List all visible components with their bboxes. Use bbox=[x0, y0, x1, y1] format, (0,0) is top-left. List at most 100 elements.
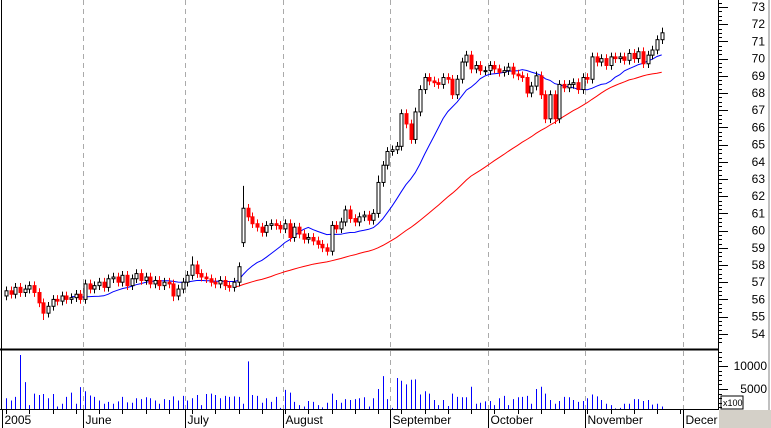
candle-body bbox=[51, 298, 56, 307]
candle bbox=[32, 281, 37, 297]
candle bbox=[590, 52, 595, 84]
date-label: September bbox=[393, 413, 452, 427]
candle-body bbox=[343, 209, 348, 223]
candle-body bbox=[41, 302, 46, 314]
price-tick-label: 64 bbox=[752, 155, 766, 169]
candle bbox=[413, 107, 418, 144]
candle bbox=[488, 61, 493, 75]
candle-body bbox=[478, 64, 483, 72]
candle-body bbox=[116, 276, 121, 283]
candle bbox=[390, 145, 395, 156]
price-tick-label: 57 bbox=[752, 275, 766, 289]
candle-body bbox=[357, 216, 362, 223]
candle-body bbox=[311, 236, 316, 242]
candle-body bbox=[13, 286, 18, 295]
candle bbox=[330, 221, 335, 256]
candle bbox=[599, 54, 604, 67]
candle bbox=[409, 119, 414, 144]
candle-body bbox=[74, 293, 79, 299]
candle-body bbox=[539, 75, 544, 96]
candle bbox=[502, 66, 507, 77]
candle bbox=[516, 69, 521, 81]
price-tick-label: 73 bbox=[752, 0, 766, 14]
candle-body bbox=[381, 164, 386, 183]
candle-body bbox=[339, 221, 344, 230]
candle bbox=[250, 212, 255, 229]
candle-body bbox=[353, 218, 358, 223]
candle-body bbox=[446, 77, 451, 80]
candle bbox=[557, 80, 562, 124]
candlesticks bbox=[4, 27, 665, 321]
chart-frame bbox=[0, 0, 719, 410]
candle bbox=[529, 81, 534, 98]
candle-body bbox=[348, 209, 353, 220]
price-tick-label: 67 bbox=[752, 103, 766, 117]
candle-body bbox=[641, 51, 646, 65]
candle bbox=[385, 147, 390, 170]
candle-body bbox=[390, 149, 395, 152]
candle-body bbox=[450, 78, 455, 96]
date-axis: 2005 June July August September October Novemb… bbox=[2, 409, 718, 428]
candle-body bbox=[567, 83, 572, 89]
candle bbox=[576, 78, 581, 94]
candle bbox=[418, 85, 423, 117]
candle-body bbox=[562, 83, 567, 89]
candle bbox=[130, 274, 135, 290]
candle bbox=[246, 203, 251, 222]
candle-body bbox=[23, 288, 28, 294]
candle bbox=[278, 221, 283, 234]
candle bbox=[162, 277, 167, 290]
candle bbox=[92, 281, 97, 294]
date-label: July bbox=[188, 413, 209, 427]
candle-body bbox=[599, 58, 604, 63]
candle bbox=[660, 27, 665, 44]
candle bbox=[171, 279, 176, 302]
candle bbox=[190, 256, 195, 280]
candle bbox=[376, 175, 381, 218]
candle-body bbox=[371, 212, 376, 221]
candle-body bbox=[260, 226, 265, 233]
candle-body bbox=[32, 285, 37, 294]
candle bbox=[571, 78, 576, 89]
candle-body bbox=[83, 283, 88, 300]
candle-body bbox=[548, 94, 553, 120]
candle-body bbox=[269, 223, 274, 226]
date-label: Decer bbox=[686, 413, 718, 427]
candle bbox=[483, 66, 488, 75]
candle-body bbox=[37, 292, 42, 304]
price-tick-label: 60 bbox=[752, 224, 766, 238]
candle-body bbox=[483, 70, 488, 73]
candle-body bbox=[622, 56, 627, 61]
candle bbox=[288, 219, 293, 242]
candle-body bbox=[655, 39, 660, 51]
volume-tick-label: 5000 bbox=[740, 382, 767, 396]
candle-body bbox=[255, 223, 260, 228]
candle bbox=[157, 276, 162, 290]
candle-body bbox=[497, 68, 502, 73]
price-tick-label: 59 bbox=[752, 241, 766, 255]
candle-body bbox=[227, 285, 232, 288]
candle bbox=[292, 222, 297, 242]
candle-body bbox=[632, 52, 637, 60]
candle-body bbox=[69, 297, 74, 300]
candle-body bbox=[241, 207, 246, 244]
candle bbox=[585, 73, 590, 84]
candle bbox=[627, 49, 632, 65]
candle bbox=[102, 277, 107, 292]
candle bbox=[311, 233, 316, 246]
candle bbox=[646, 50, 651, 69]
candle-body bbox=[534, 75, 539, 87]
candle bbox=[241, 185, 246, 247]
candle-body bbox=[529, 85, 534, 94]
candle bbox=[302, 229, 307, 244]
candle-body bbox=[325, 247, 330, 252]
candle-body bbox=[492, 64, 497, 70]
candle bbox=[264, 221, 269, 237]
candle bbox=[636, 47, 641, 63]
candle bbox=[446, 73, 451, 84]
candle bbox=[51, 295, 56, 311]
candle-body bbox=[511, 66, 516, 75]
candle-body bbox=[413, 111, 418, 140]
candle-body bbox=[120, 274, 125, 283]
candle bbox=[655, 35, 660, 55]
